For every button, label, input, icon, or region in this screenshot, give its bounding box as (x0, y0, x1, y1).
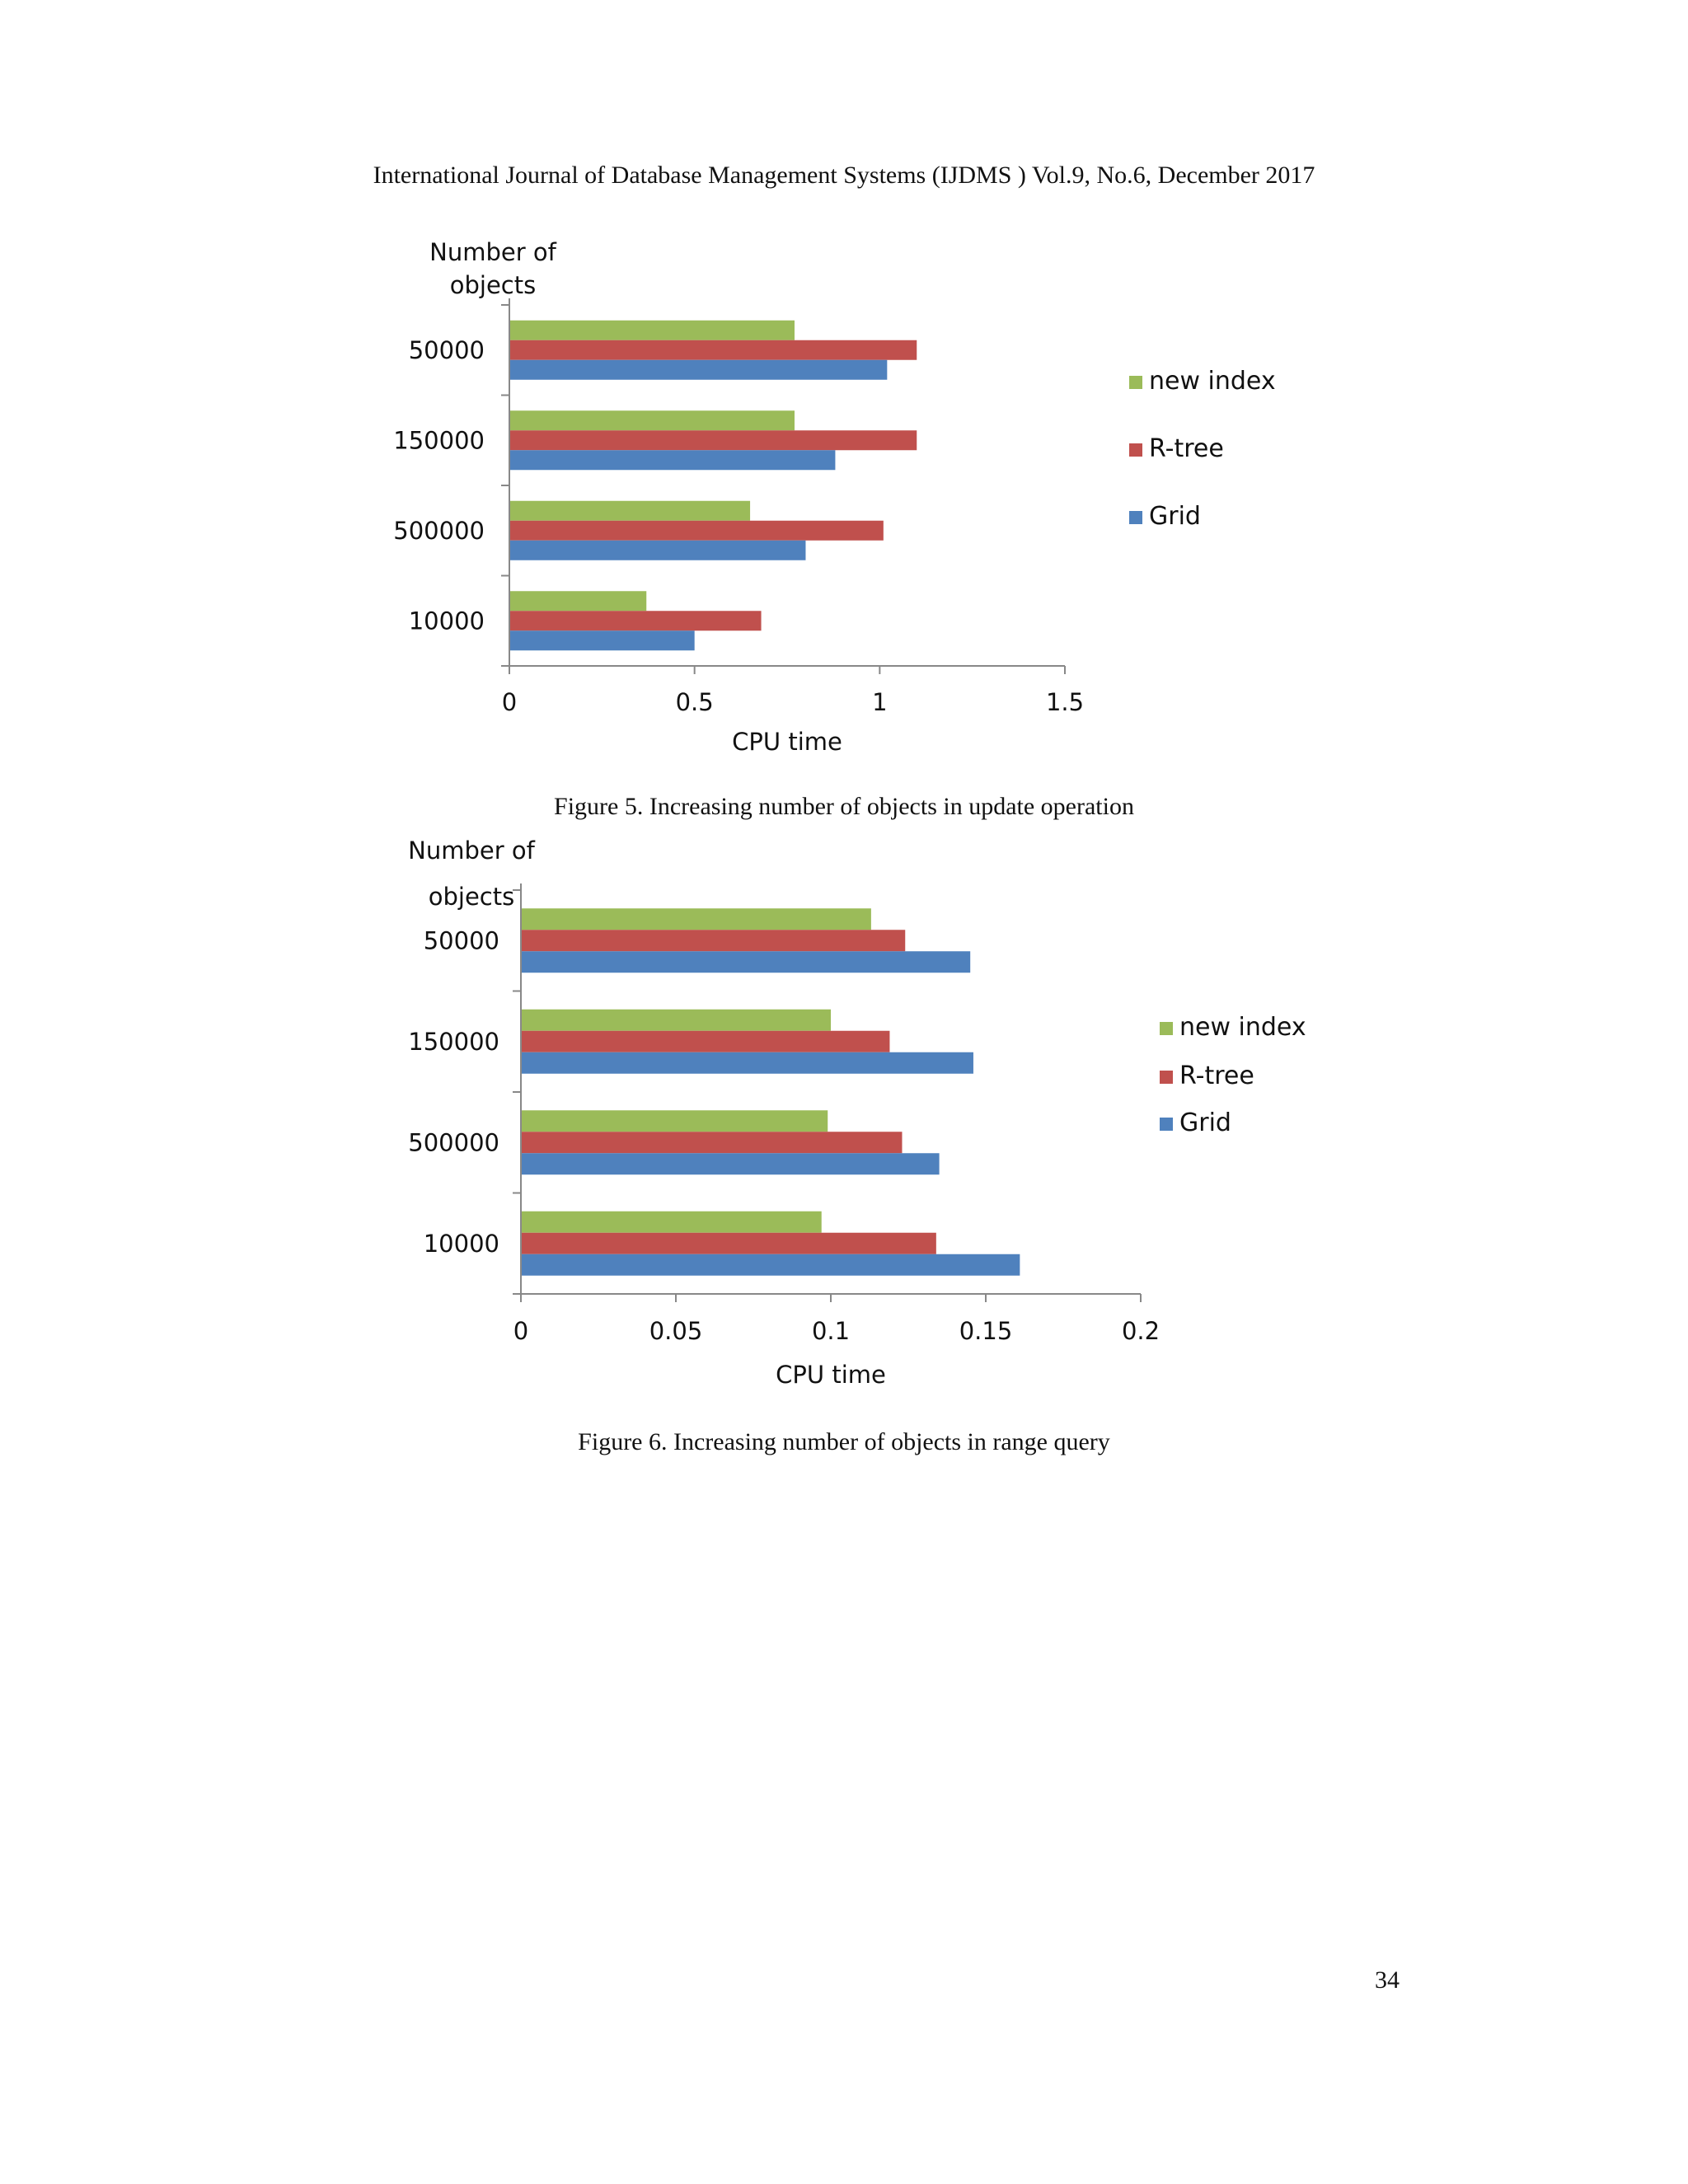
legend-label-r-tree: R-tree (1149, 434, 1224, 463)
y-axis-title-line-2: objects (429, 883, 514, 911)
legend-label-new-index: new index (1149, 367, 1276, 396)
chart-range-query: Number of objects 50000 150000 500000 10000 0 0… (408, 837, 1306, 1389)
legend-swatch-new-index (1160, 1022, 1173, 1035)
y-axis-title-line-2: objects (450, 271, 536, 299)
x-tick-label: 0 (513, 1317, 528, 1345)
bar-new-index-150000 (521, 1009, 831, 1031)
bar-r-tree-10000 (509, 611, 762, 631)
chart-update-operation: Number of objects 50000 150000 500000 10000 0 0… (393, 238, 1276, 756)
x-tick-label: 1.5 (1046, 688, 1084, 716)
bar-grid-150000 (509, 450, 836, 471)
bar-grid-500000 (521, 1153, 940, 1175)
x-tick-label: 0.1 (812, 1317, 850, 1345)
legend-swatch-r-tree (1160, 1071, 1173, 1084)
x-tick-label: 0.2 (1122, 1317, 1160, 1345)
figure-5-caption: Figure 5. Increasing number of objects i… (554, 793, 1134, 820)
x-tick-label: 0.05 (649, 1317, 703, 1345)
bar-new-index-150000 (509, 410, 795, 431)
y-tick-label: 50000 (424, 926, 499, 954)
legend-label-grid: Grid (1179, 1108, 1231, 1137)
y-tick-label: 150000 (393, 426, 485, 454)
page-number: 34 (1375, 1966, 1400, 1994)
y-tick-label: 50000 (409, 336, 485, 364)
x-tick-label: 1 (872, 688, 887, 716)
y-tick-label: 10000 (424, 1230, 499, 1258)
x-tick-label: 0.15 (959, 1317, 1013, 1345)
bar-new-index-50000 (509, 320, 795, 340)
y-axis-title-line-1: Number of (408, 837, 535, 865)
y-axis-title-line-1: Number of (429, 238, 556, 266)
bar-grid-150000 (521, 1052, 973, 1074)
y-tick-label: 10000 (409, 607, 485, 635)
bar-new-index-500000 (521, 1110, 828, 1132)
y-tick-label: 150000 (408, 1028, 499, 1056)
page-header: International Journal of Database Manage… (373, 162, 1315, 189)
bar-new-index-50000 (521, 908, 871, 930)
bar-grid-10000 (509, 630, 695, 651)
x-tick-label: 0.5 (676, 688, 714, 716)
bar-new-index-10000 (509, 591, 647, 612)
bar-grid-50000 (509, 359, 888, 380)
bar-grid-50000 (521, 951, 971, 973)
x-tick-label: 0 (502, 688, 517, 716)
bar-grid-10000 (521, 1254, 1020, 1276)
bar-r-tree-50000 (521, 930, 906, 952)
bar-r-tree-150000 (521, 1030, 890, 1052)
bar-new-index-10000 (521, 1211, 822, 1233)
bar-new-index-500000 (509, 500, 751, 521)
bar-r-tree-500000 (509, 520, 884, 541)
bar-r-tree-500000 (521, 1132, 903, 1154)
legend-swatch-grid (1160, 1118, 1173, 1131)
bar-r-tree-150000 (509, 430, 917, 451)
y-tick-label: 500000 (393, 517, 485, 545)
legend-swatch-new-index (1129, 376, 1142, 389)
bar-r-tree-50000 (509, 340, 917, 360)
legend-label-r-tree: R-tree (1179, 1062, 1254, 1090)
x-axis-title: CPU time (776, 1361, 886, 1389)
legend-swatch-grid (1129, 511, 1142, 524)
bar-r-tree-10000 (521, 1232, 936, 1254)
y-tick-label: 500000 (408, 1128, 499, 1156)
legend-label-grid: Grid (1149, 502, 1201, 531)
x-axis-title: CPU time (732, 728, 842, 756)
bar-grid-500000 (509, 540, 806, 560)
legend-swatch-r-tree (1129, 443, 1142, 457)
figure-6-caption: Figure 6. Increasing number of objects i… (578, 1428, 1110, 1455)
legend-label-new-index: new index (1179, 1013, 1306, 1042)
